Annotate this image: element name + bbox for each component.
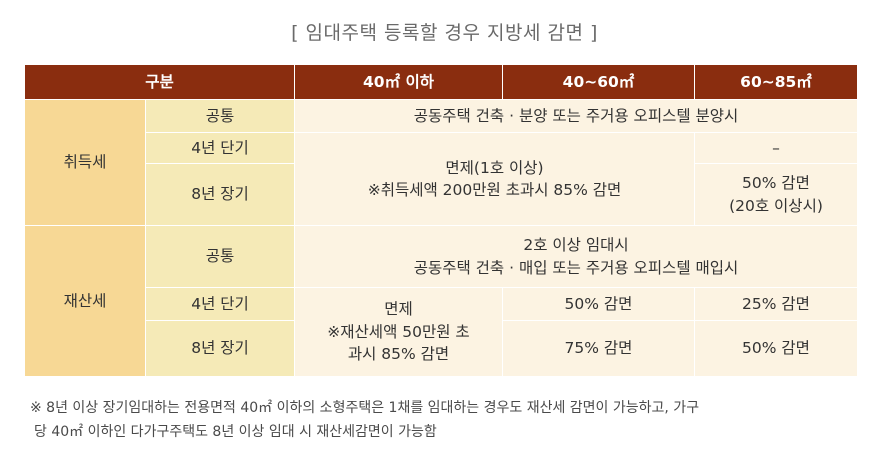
acquisition-60-85-4yr: – <box>694 132 858 164</box>
header-category: 구분 <box>24 64 295 100</box>
acquisition-exempt-line1: 면제(1호 이상) <box>445 158 544 177</box>
property-tax-label: 재산세 <box>24 225 146 377</box>
property-common-line1: 2호 이상 임대시 <box>523 236 629 255</box>
table-row: 취득세 공통 공동주택 건축 · 분양 또는 주거용 오피스텔 분양시 <box>24 99 858 226</box>
footnote: ※ 8년 이상 장기임대하는 전용면적 40㎡ 이하의 소형주택은 1채를 임대… <box>30 396 860 444</box>
property-exempt-line1: 면제 <box>384 300 413 319</box>
acquisition-exempt-cell: 면제(1호 이상) ※취득세액 200만원 초과시 85% 감면 <box>294 132 695 226</box>
property-exempt-line2: ※재산세액 50만원 초 <box>327 322 470 341</box>
property-exempt-line3: 과시 85% 감면 <box>347 345 450 364</box>
property-common-value: 2호 이상 임대시 공동주택 건축 · 매입 또는 주거용 오피스텔 매입시 <box>294 225 858 288</box>
table-row: 재산세 공통 2호 이상 임대시 공동주택 건축 · 매입 또는 주거용 오피스… <box>24 225 858 377</box>
acquisition-60-85-8yr-line1: 50% 감면 <box>742 174 810 193</box>
property-40-60-8yr: 75% 감면 <box>502 320 695 377</box>
property-40-60-4yr: 50% 감면 <box>502 287 695 321</box>
acquisition-common-label: 공통 <box>145 99 295 133</box>
header-40-under: 40㎡ 이하 <box>294 64 503 100</box>
property-exempt-cell: 면제 ※재산세액 50만원 초 과시 85% 감면 <box>294 287 503 377</box>
property-60-85-4yr: 25% 감면 <box>694 287 858 321</box>
table-row: 8년 장기 75% 감면 50% 감면 <box>25 320 858 377</box>
acquisition-common-value: 공동주택 건축 · 분양 또는 주거용 오피스텔 분양시 <box>294 99 858 133</box>
footnote-line2: 당 40㎡ 이하인 다가구주택도 8년 이상 임대 시 재산세감면이 가능함 <box>34 424 437 440</box>
header-60-85: 60~85㎡ <box>694 64 858 100</box>
acquisition-exempt-line2: ※취득세액 200만원 초과시 85% 감면 <box>367 181 622 199</box>
property-8yr-label: 8년 장기 <box>145 320 295 377</box>
footnote-line1: ※ 8년 이상 장기임대하는 전용면적 40㎡ 이하의 소형주택은 1채를 임대… <box>30 400 700 416</box>
acquisition-60-85-8yr-line2: (20호 이상시) <box>729 196 823 215</box>
table-row: 4년 단기 면제 ※재산세액 50만원 초 과시 85% 감면 50% 감면 2… <box>25 287 858 377</box>
property-60-85-8yr: 50% 감면 <box>694 320 858 377</box>
tax-reduction-table: 구분 40㎡ 이하 40~60㎡ 60~85㎡ 취득세 공통 공동주택 건축 ·… <box>24 64 858 377</box>
acquisition-8yr-label: 8년 장기 <box>145 163 295 226</box>
table-row: 8년 장기 50% 감면 (20호 이상시) <box>25 163 858 226</box>
table-row: 4년 단기 면제(1호 이상) ※취득세액 200만원 초과시 85% 감면 – <box>25 132 858 226</box>
acquisition-tax-label: 취득세 <box>24 99 146 226</box>
acquisition-60-85-8yr: 50% 감면 (20호 이상시) <box>694 163 858 226</box>
header-40-60: 40~60㎡ <box>502 64 695 100</box>
property-common-label: 공통 <box>145 225 295 288</box>
property-common-line2: 공동주택 건축 · 매입 또는 주거용 오피스텔 매입시 <box>413 258 739 277</box>
page-title: [ 임대주택 등록할 경우 지방세 감면 ] <box>291 22 598 44</box>
table-header-row: 구분 40㎡ 이하 40~60㎡ 60~85㎡ <box>24 64 858 100</box>
acquisition-4yr-label: 4년 단기 <box>145 132 295 164</box>
property-4yr-label: 4년 단기 <box>145 287 295 321</box>
